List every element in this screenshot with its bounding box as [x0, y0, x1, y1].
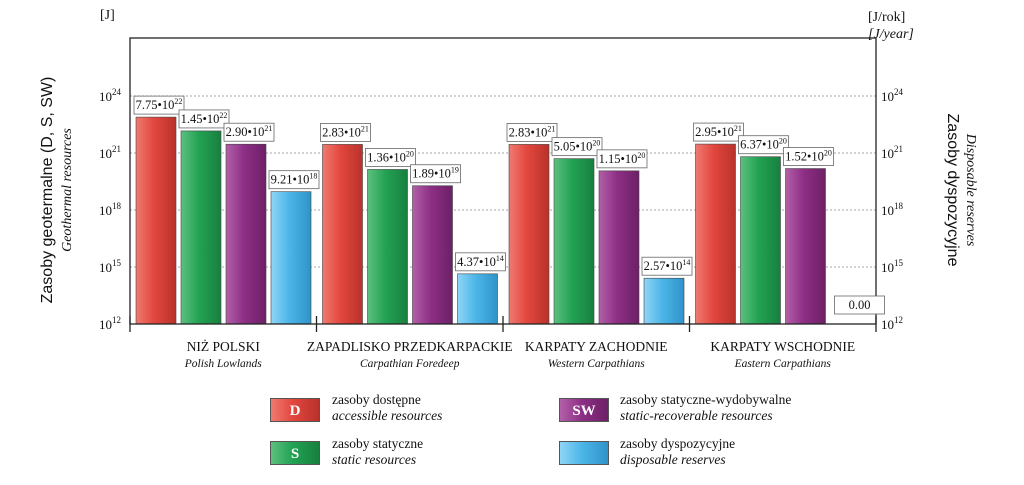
value-label-box — [410, 164, 461, 184]
y-tick-label-right: 1024 — [881, 87, 904, 104]
y-tick-label-right: 1012 — [881, 315, 903, 332]
value-label: 1.52•1020 — [785, 149, 832, 164]
value-label-box — [738, 135, 789, 155]
left-unit: [J] — [100, 8, 115, 23]
category-label: NIŻ POLSKI — [187, 339, 261, 354]
legend-swatch-s: S — [270, 441, 320, 465]
legend-label-d-en: accessible resources — [332, 408, 443, 423]
value-label-box — [320, 123, 371, 142]
legend-label-disp-en: disposable reserves — [620, 452, 726, 467]
legend-label-s-en: static resources — [332, 452, 417, 467]
y-tick-label-right: 1018 — [881, 201, 904, 218]
y-tick-label-left: 1015 — [99, 258, 122, 275]
value-label-box — [365, 148, 416, 167]
value-label-box — [693, 122, 744, 142]
value-label: 6.37•1020 — [740, 137, 787, 152]
category-label: ZAPADLISKO PRZEDKARPACKIE — [307, 339, 513, 354]
bar-d — [322, 144, 363, 325]
bar-disp — [457, 273, 498, 325]
y-tick-label-left: 1021 — [99, 144, 121, 161]
bar-disp — [270, 191, 312, 325]
right-axis-title: Zasoby dyspozycyjne — [944, 114, 961, 267]
bar-s — [740, 156, 781, 325]
value-label: 2.90•1021 — [226, 124, 273, 139]
legend-swatch-disp — [559, 441, 609, 465]
category-sublabel: Western Carpathians — [548, 358, 646, 370]
bar-d — [135, 116, 177, 325]
category-label: KARPATY WSCHODNIE — [710, 339, 855, 354]
value-label: 9.21•1018 — [271, 172, 318, 187]
right-unit-pl: [J/rok] — [868, 10, 906, 25]
left-axis-title: Zasoby geotermalne (D, S, SW) — [39, 77, 56, 304]
legend-swatch-d: D — [270, 398, 320, 422]
value-label: 1.89•1019 — [412, 166, 459, 181]
value-label: 1.45•1022 — [181, 111, 228, 126]
value-label-box — [178, 109, 230, 129]
bar-sw — [785, 168, 826, 325]
value-label-box — [641, 256, 693, 276]
category-sublabel: Carpathian Foredeep — [360, 358, 460, 370]
value-label: 0.00 — [849, 298, 871, 312]
bar-d — [508, 144, 550, 325]
legend-swatch-sw: SW — [559, 398, 609, 422]
legend-label-disp: zasoby dyspozycyjne — [620, 436, 736, 451]
bar-s — [367, 169, 408, 325]
right-unit-en: [J/year] — [868, 27, 914, 42]
value-label: 1.15•1020 — [599, 151, 646, 166]
bar-sw — [225, 143, 267, 325]
legend-label-sw-en: static-recoverable resources — [620, 408, 773, 423]
category-label: KARPATY ZACHODNIE — [525, 339, 668, 354]
value-label-box — [223, 122, 275, 142]
value-label-box — [268, 170, 320, 190]
legend-label-d: zasoby dostępne — [332, 392, 421, 407]
value-label-box — [506, 123, 558, 142]
value-label: 4.37•1014 — [457, 254, 504, 269]
value-label-box — [455, 252, 506, 272]
value-label: 1.36•1020 — [367, 149, 414, 164]
value-label-box — [596, 149, 648, 169]
left-axis-subtitle: Geothermal resources — [60, 128, 75, 252]
category-sublabel: Eastern Carpathians — [734, 358, 832, 370]
value-label-box — [834, 295, 885, 315]
y-tick-label-left: 1018 — [99, 201, 122, 218]
value-label-box — [551, 137, 603, 157]
bar-s — [553, 158, 595, 325]
legend-label-sw: zasoby statyczne-wydobywalne — [620, 392, 792, 407]
bar-sw — [412, 185, 453, 325]
value-label: 2.83•1021 — [322, 124, 369, 139]
bar-s — [180, 130, 222, 325]
value-label-box — [783, 147, 834, 166]
category-sublabel: Polish Lowlands — [184, 358, 263, 370]
y-tick-label-left: 1012 — [99, 315, 121, 332]
value-label: 2.95•1021 — [695, 124, 742, 139]
y-tick-label-left: 1024 — [99, 87, 122, 104]
value-label: 7.75•1022 — [136, 97, 183, 112]
bar-disp — [643, 277, 685, 325]
value-label: 2.83•1021 — [509, 124, 556, 139]
bar-d — [695, 143, 736, 325]
right-axis-subtitle: Disposable reserves — [963, 133, 978, 247]
bar-sw — [598, 170, 640, 325]
y-tick-label-right: 1015 — [881, 258, 904, 275]
value-label-box — [133, 95, 185, 115]
legend-label-s: zasoby statyczne — [332, 436, 424, 451]
value-label: 2.57•1014 — [644, 258, 691, 273]
value-label: 5.05•1020 — [554, 139, 601, 154]
y-tick-label-right: 1021 — [881, 144, 903, 161]
